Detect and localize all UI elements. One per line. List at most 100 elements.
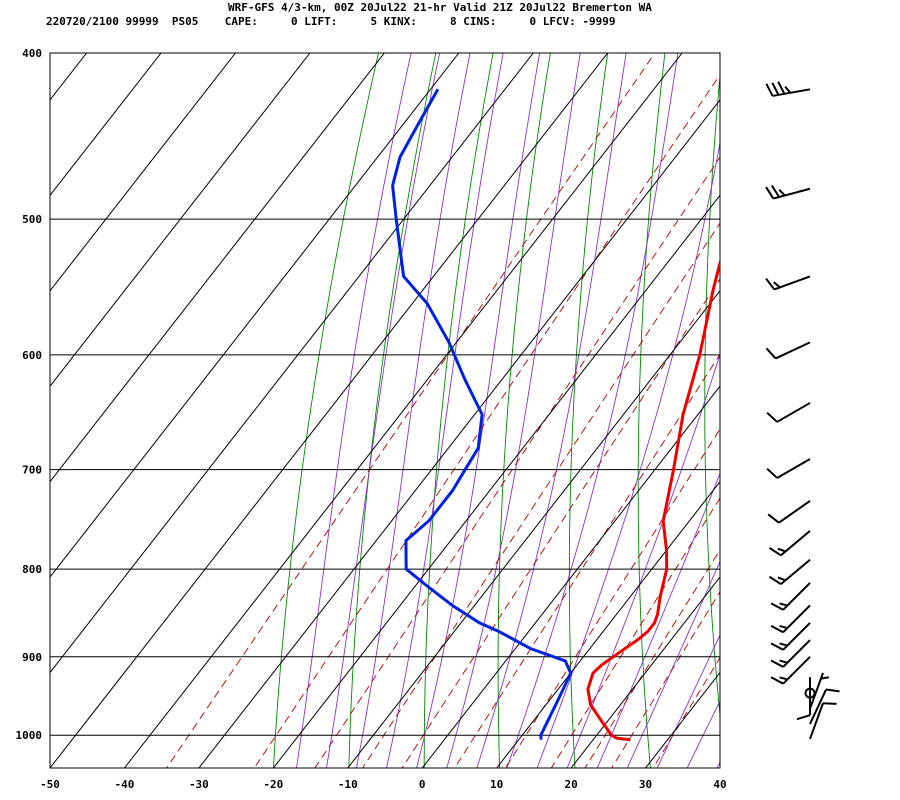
isotherm-line — [50, 53, 385, 483]
moist-adiabat-line — [386, 53, 504, 768]
dry-adiabat-line — [832, 15, 879, 779]
wind-barbs — [765, 81, 840, 740]
isotherm-line — [50, 53, 87, 101]
moist-adiabat-line — [325, 53, 441, 768]
calm-wind-circle — [804, 687, 816, 699]
moist-adiabat-line — [476, 53, 627, 768]
mixing-ratio-line — [166, 53, 656, 768]
mixing-ratio-lines — [166, 53, 720, 768]
wind-barb-feather — [779, 676, 788, 681]
isotherm-line — [50, 53, 534, 674]
wind-barb-feather — [779, 602, 788, 607]
sounding-series — [391, 88, 720, 742]
temperature-tick-label: 40 — [713, 778, 726, 791]
isotherm-line — [570, 576, 720, 768]
moist-adiabat-line — [416, 53, 541, 768]
isotherm-line — [124, 53, 683, 768]
temperature-tick-label: 30 — [639, 778, 652, 791]
wind-barb-feather — [822, 702, 837, 705]
mixing-ratio-line — [454, 353, 720, 768]
wind-barb-feather — [770, 642, 784, 651]
dry-adiabat-line — [497, 53, 551, 768]
temperature-tick-label: -10 — [338, 778, 358, 791]
wind-barb-staff — [778, 500, 811, 524]
mixing-ratio-line — [253, 73, 720, 768]
wind-barb-feather — [779, 659, 788, 664]
wind-barb-feather — [778, 189, 786, 197]
wind-barb-feather — [784, 85, 792, 94]
moist-adiabat-line — [355, 53, 471, 768]
isotherm-line — [50, 53, 236, 292]
wind-barb-feather — [770, 676, 784, 685]
isotherm-line — [272, 194, 720, 768]
wind-barb-feather — [820, 676, 830, 680]
isotherm-line — [496, 480, 720, 768]
dry-adiabat-line — [568, 53, 609, 768]
isotherm-grid — [0, 53, 720, 768]
moist-adiabat-line — [686, 699, 720, 768]
wind-barb-staff — [809, 689, 827, 725]
wind-barb-feather — [766, 467, 778, 479]
moist-adiabat-line — [656, 634, 720, 768]
wind-barb-feather — [779, 624, 788, 630]
wind-barb-feather — [767, 513, 780, 524]
wind-barb-feather — [768, 575, 782, 585]
temperature-tick-label: -40 — [115, 778, 135, 791]
dry-adiabat-line — [892, 15, 900, 779]
wind-barb-feather — [765, 83, 774, 97]
mixing-ratio-line — [504, 428, 720, 768]
moist-adiabat-line — [626, 560, 720, 768]
wind-barb-feather — [765, 186, 775, 200]
moist-adiabat-line — [566, 352, 720, 768]
isotherm-line — [0, 53, 12, 768]
temperature-tick-label: -20 — [263, 778, 283, 791]
mixing-ratio-line — [584, 549, 720, 768]
temperature-tick-label: 0 — [419, 778, 426, 791]
chart-title: WRF-GFS 4/3-km, 00Z 20Jul22 21-hr Valid … — [228, 1, 652, 14]
pressure-tick-label: 500 — [22, 213, 42, 226]
moist-adiabat-line — [295, 53, 412, 768]
moist-adiabat-line — [716, 761, 720, 768]
dry-adiabat-line — [423, 53, 494, 768]
temperature-tick-label: -30 — [189, 778, 209, 791]
dry-adiabat-line — [704, 71, 720, 720]
isotherm-line — [198, 99, 720, 768]
temperature-profile — [586, 256, 720, 742]
isotherm-line — [347, 289, 720, 768]
wind-barb-staff — [772, 88, 811, 97]
moist-adiabat-line — [596, 472, 720, 768]
mixing-ratio-line — [652, 656, 720, 768]
wind-barb-staff — [773, 187, 811, 200]
wind-barb-staff — [809, 702, 824, 740]
wind-barb-feather — [796, 714, 811, 721]
mixing-ratio-line — [362, 222, 720, 768]
wind-barb-staff — [776, 402, 811, 423]
temperature-tick-label: 10 — [490, 778, 503, 791]
pressure-tick-label: 600 — [22, 349, 42, 362]
wind-barb-feather — [777, 576, 786, 582]
wind-barb-feather — [825, 688, 840, 693]
wind-barb-staff — [809, 672, 824, 710]
wind-barb-staff — [780, 558, 811, 585]
temperature-axis-ticks: -50 -40 -30 -20 -10 0 10 20 30 40 — [40, 778, 727, 791]
wind-barb-feather — [770, 625, 784, 634]
dry-adiabat-line — [273, 53, 379, 768]
pressure-tick-label: 900 — [22, 651, 42, 664]
wind-barb-staff — [775, 341, 811, 360]
wind-barb-feather — [771, 82, 780, 96]
isotherm-line — [719, 767, 720, 768]
isobar-grid — [50, 52, 720, 736]
wind-barb-staff — [780, 530, 811, 557]
wind-barb-staff — [773, 275, 811, 291]
wind-barb-feather — [771, 184, 780, 198]
wind-barb-staff — [782, 622, 811, 651]
isotherm-line — [50, 53, 609, 768]
moist-adiabat-line — [536, 140, 720, 768]
wind-barb-feather — [770, 602, 784, 611]
mixing-ratio-line — [314, 156, 720, 768]
dewpoint-profile — [391, 88, 573, 740]
wind-barb-feather — [768, 547, 782, 557]
temperature-tick-label: -50 — [40, 778, 60, 791]
dry-adiabat-line — [348, 53, 437, 768]
